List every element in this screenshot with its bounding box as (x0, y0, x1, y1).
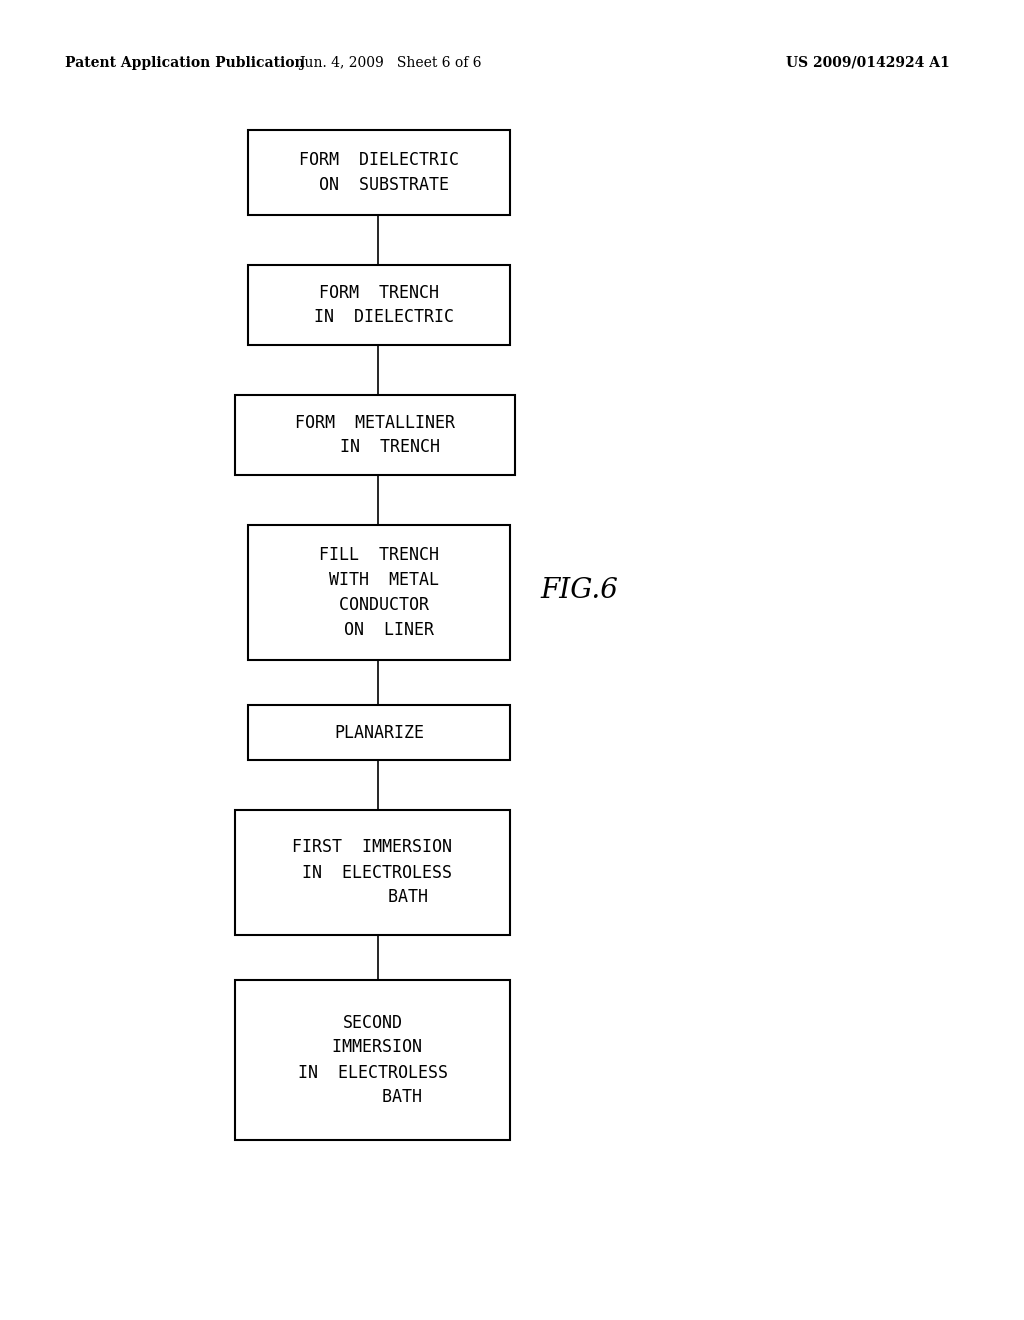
Bar (248, 265, 510, 345)
Bar (234, 979, 510, 1140)
Bar (248, 705, 510, 760)
Text: FILL  TRENCH
 WITH  METAL
 CONDUCTOR
  ON  LINER: FILL TRENCH WITH METAL CONDUCTOR ON LINE… (319, 546, 439, 639)
Bar (248, 525, 510, 660)
Bar (234, 395, 515, 475)
Text: Patent Application Publication: Patent Application Publication (65, 55, 304, 70)
Text: FORM  TRENCH
 IN  DIELECTRIC: FORM TRENCH IN DIELECTRIC (304, 284, 454, 326)
Text: PLANARIZE: PLANARIZE (334, 723, 424, 742)
Text: FIRST  IMMERSION
 IN  ELECTROLESS
       BATH: FIRST IMMERSION IN ELECTROLESS BATH (293, 838, 453, 907)
Bar (248, 129, 510, 215)
Text: SECOND
 IMMERSION
IN  ELECTROLESS
      BATH: SECOND IMMERSION IN ELECTROLESS BATH (298, 1014, 447, 1106)
Text: Jun. 4, 2009   Sheet 6 of 6: Jun. 4, 2009 Sheet 6 of 6 (299, 55, 481, 70)
Bar (234, 810, 510, 935)
Text: FIG.6: FIG.6 (540, 577, 617, 603)
Text: FORM  DIELECTRIC
 ON  SUBSTRATE: FORM DIELECTRIC ON SUBSTRATE (299, 150, 459, 194)
Text: FORM  METALLINER
   IN  TRENCH: FORM METALLINER IN TRENCH (295, 413, 455, 457)
Text: US 2009/0142924 A1: US 2009/0142924 A1 (786, 55, 950, 70)
